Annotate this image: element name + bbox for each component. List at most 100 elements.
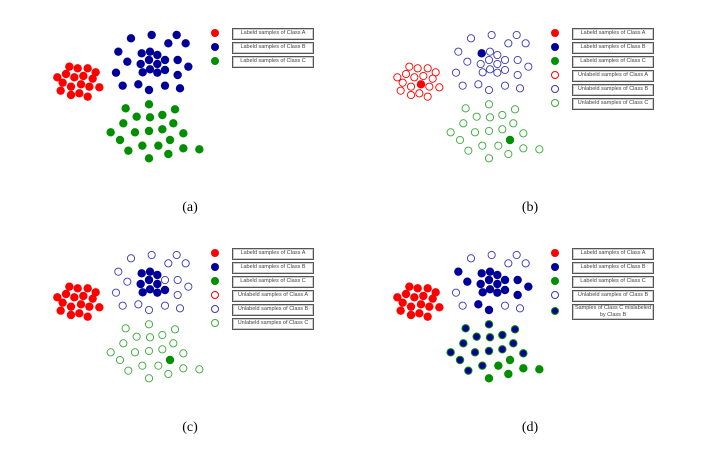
class-a-point bbox=[398, 298, 407, 307]
class-a-point bbox=[88, 74, 97, 83]
legend-marker-mislabeled bbox=[551, 307, 559, 315]
class-b-point bbox=[138, 288, 147, 297]
class-b-point bbox=[153, 68, 162, 77]
class-c-point bbox=[498, 110, 507, 120]
class-c-point bbox=[446, 128, 455, 137]
class-b-point bbox=[173, 275, 182, 285]
class-a-point bbox=[83, 64, 92, 73]
class-c-point bbox=[130, 128, 140, 137]
class-b-point bbox=[137, 49, 146, 58]
class-c-point bbox=[519, 364, 528, 373]
class-c-point bbox=[478, 361, 487, 370]
class-a-point bbox=[75, 89, 84, 98]
class-b-point bbox=[524, 282, 533, 291]
class-c-point bbox=[484, 126, 494, 136]
class-a-point bbox=[53, 73, 62, 82]
class-b-point bbox=[484, 305, 494, 315]
class-a-point bbox=[66, 302, 76, 311]
class-a-point bbox=[428, 74, 437, 83]
class-a-point bbox=[58, 78, 67, 87]
class-b-point bbox=[515, 84, 525, 93]
class-c-point bbox=[464, 366, 473, 375]
class-b-point bbox=[487, 30, 496, 40]
class-c-point bbox=[130, 348, 140, 357]
class-b-point bbox=[500, 55, 510, 65]
legend-marker-filled-c bbox=[211, 277, 219, 285]
class-a-point bbox=[61, 289, 71, 299]
legend-marker-hollow-c bbox=[551, 99, 559, 107]
class-a-point bbox=[405, 62, 414, 71]
class-a-point bbox=[423, 312, 432, 321]
class-b-point bbox=[504, 259, 513, 268]
class-c-point bbox=[472, 112, 481, 121]
class-b-point bbox=[512, 250, 521, 260]
class-c-point bbox=[106, 128, 115, 137]
class-a-point bbox=[425, 82, 434, 91]
class-b-point bbox=[160, 285, 170, 295]
legend-label: Labeld samples of Class B bbox=[572, 262, 654, 274]
class-c-point bbox=[470, 348, 480, 357]
class-b-point bbox=[493, 288, 502, 297]
class-c-point bbox=[169, 339, 178, 348]
class-b-point bbox=[123, 277, 132, 286]
class-b-point bbox=[145, 65, 155, 74]
class-c-point bbox=[455, 135, 465, 145]
class-a-point bbox=[76, 300, 86, 309]
class-b-point bbox=[487, 250, 496, 260]
class-c-point bbox=[510, 325, 520, 334]
class-a-point bbox=[416, 80, 426, 89]
class-c-point bbox=[138, 361, 147, 370]
class-b-point bbox=[160, 81, 170, 90]
class-a-point bbox=[56, 86, 65, 95]
class-c-point bbox=[158, 110, 167, 120]
class-a-point bbox=[83, 312, 92, 321]
class-c-point bbox=[158, 125, 167, 134]
class-b-point bbox=[153, 270, 162, 280]
class-c-point bbox=[509, 119, 518, 128]
class-a-point bbox=[405, 282, 414, 291]
class-b-point bbox=[500, 81, 510, 90]
class-b-point bbox=[512, 30, 521, 40]
class-a-point bbox=[425, 302, 434, 311]
class-b-point bbox=[184, 282, 193, 291]
class-a-point bbox=[393, 293, 402, 302]
class-b-point bbox=[485, 267, 495, 276]
class-b-point bbox=[476, 59, 485, 69]
class-c-point bbox=[494, 361, 503, 370]
legend-marker-filled-c bbox=[551, 57, 559, 65]
class-b-point bbox=[114, 267, 123, 276]
class-b-point bbox=[175, 84, 185, 93]
class-c-point bbox=[144, 374, 154, 383]
class-c-point bbox=[121, 324, 130, 333]
class-b-point bbox=[513, 290, 522, 300]
class-c-point bbox=[119, 339, 128, 348]
class-b-point bbox=[160, 55, 170, 65]
class-b-point bbox=[500, 275, 510, 285]
class-b-point bbox=[463, 277, 472, 286]
panel-caption: (a) bbox=[182, 200, 198, 215]
legend-label: Labeld samples of Class C bbox=[232, 276, 314, 288]
class-a-point bbox=[406, 302, 416, 311]
class-a-point bbox=[83, 284, 92, 293]
class-a-point bbox=[428, 294, 437, 303]
class-c-point bbox=[498, 330, 507, 340]
class-b-point bbox=[123, 57, 132, 66]
class-b-point bbox=[521, 39, 530, 48]
class-b-point bbox=[153, 50, 162, 60]
class-c-point bbox=[144, 154, 154, 163]
class-b-point bbox=[138, 68, 147, 77]
class-c-point bbox=[179, 364, 188, 373]
class-a-point bbox=[419, 291, 428, 301]
class-b-point bbox=[160, 275, 170, 285]
class-c-point bbox=[535, 365, 544, 374]
class-c-point bbox=[498, 345, 507, 354]
class-a-point bbox=[73, 284, 82, 293]
class-a-point bbox=[73, 64, 82, 73]
class-c-point bbox=[132, 112, 141, 121]
class-c-point bbox=[485, 333, 495, 342]
legend-label: Unlabeld samples of Class C bbox=[572, 98, 654, 110]
class-b-point bbox=[114, 47, 123, 56]
class-a-point bbox=[423, 64, 432, 73]
class-a-point bbox=[416, 300, 426, 309]
class-b-point bbox=[134, 300, 143, 309]
